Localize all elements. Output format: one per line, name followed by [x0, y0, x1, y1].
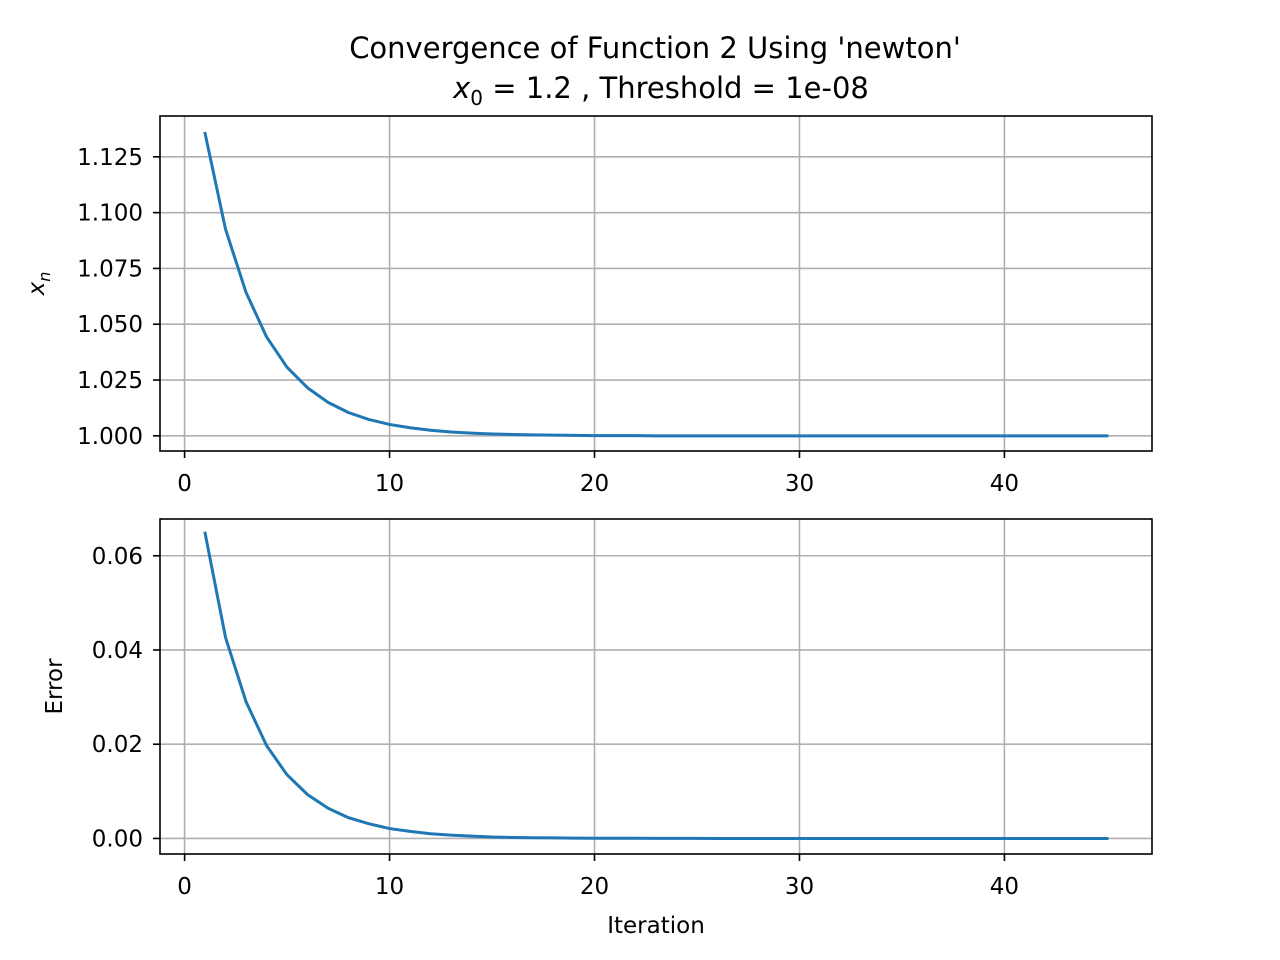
y-tick-label: 1.125 [77, 145, 143, 171]
x-tick-label: 20 [580, 874, 609, 900]
xn-subplot: 0 10 20 30 40 1.000 1.025 1.050 1.075 1.100 1.125 x… [24, 115, 1153, 497]
series-line [203, 531, 1109, 840]
x-tick-label: 30 [785, 874, 814, 900]
y-tick-label: 0.02 [92, 732, 143, 758]
y-tick-label: 1.025 [77, 368, 143, 394]
error-subplot: 0 10 20 30 40 0.00 0.02 0.04 0.06 Error Iteration [42, 518, 1153, 939]
axes-frame [159, 115, 1153, 452]
y-tick-label: 1.100 [77, 201, 143, 227]
x-axis-label: Iteration [607, 913, 705, 939]
chart-title-line2: x0 = 1.2 , Threshold = 1e-08 [452, 71, 869, 110]
chart-title-line1: Convergence of Function 2 Using 'newton' [349, 31, 961, 65]
y-tick-label: 1.075 [77, 256, 143, 282]
y-axis-label: Error [42, 658, 68, 715]
y-tick-label: 0.06 [92, 544, 143, 570]
title-x-subscript: 0 [470, 86, 483, 110]
series-line [203, 131, 1109, 438]
y-axis-label: xn [24, 272, 54, 297]
x-tick-label: 40 [990, 471, 1019, 497]
x-tick-label: 0 [177, 471, 192, 497]
title-threshold-text: = 1.2 , Threshold = 1e-08 [483, 71, 869, 105]
x-tick-label: 40 [990, 874, 1019, 900]
y-tick-label: 0.00 [92, 826, 143, 852]
x-tick-label: 20 [580, 471, 609, 497]
axes-frame [159, 518, 1153, 855]
y-tick-label: 1.000 [77, 424, 143, 450]
x-tick-label: 30 [785, 471, 814, 497]
title-x-symbol: x [452, 71, 471, 105]
y-tick-label: 0.04 [92, 638, 143, 664]
x-tick-label: 10 [375, 874, 404, 900]
y-tick-label: 1.050 [77, 312, 143, 338]
x-tick-label: 0 [177, 874, 192, 900]
x-tick-label: 10 [375, 471, 404, 497]
